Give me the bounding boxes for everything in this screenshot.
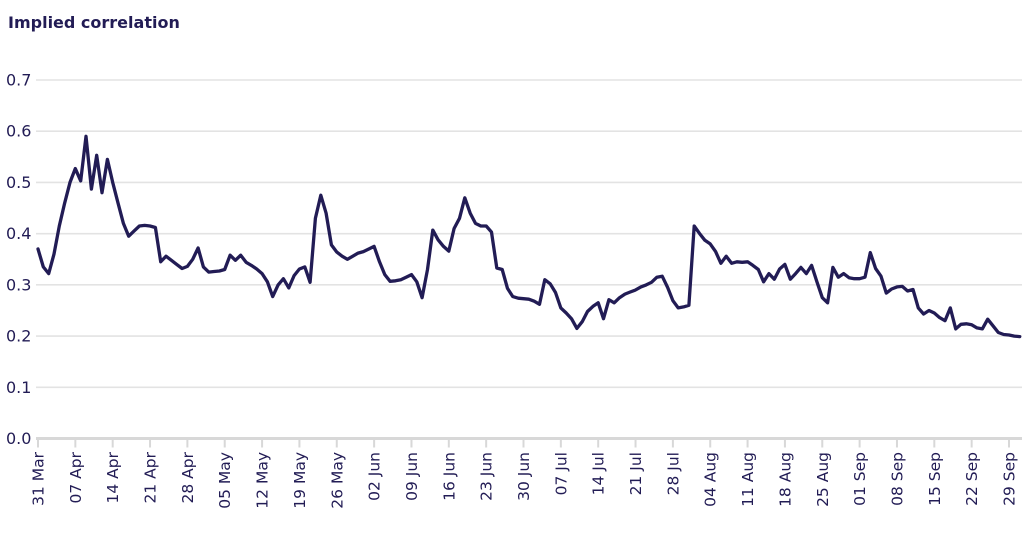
x-axis-tick-label: 04 Aug bbox=[702, 452, 720, 507]
chart-title: Implied correlation bbox=[8, 13, 180, 32]
x-axis-tick-label: 07 Apr bbox=[67, 451, 85, 503]
x-axis-tick-label: 26 May bbox=[328, 452, 346, 509]
x-axis-tick-label: 14 Apr bbox=[104, 451, 122, 503]
x-axis-tick-label: 23 Jun bbox=[478, 452, 496, 501]
x-axis-tick-label: 31 Mar bbox=[30, 451, 48, 506]
y-axis-tick-label: 0.5 bbox=[6, 173, 31, 192]
x-axis-tick-label: 05 May bbox=[216, 452, 234, 509]
x-axis-tick-label: 25 Aug bbox=[814, 452, 832, 507]
x-axis-tick-label: 22 Sep bbox=[963, 452, 981, 506]
x-axis-tick-label: 30 Jun bbox=[515, 452, 533, 501]
y-axis-tick-label: 0.4 bbox=[6, 224, 31, 243]
y-axis-tick-label: 0.1 bbox=[6, 378, 31, 397]
x-axis-tick-label: 08 Sep bbox=[888, 452, 906, 506]
y-axis-tick-label: 0.2 bbox=[6, 327, 31, 346]
x-axis-tick-label: 28 Apr bbox=[179, 451, 197, 503]
x-axis-tick-label: 11 Aug bbox=[739, 452, 757, 507]
x-axis-tick-label: 28 Jul bbox=[664, 452, 682, 495]
x-axis-tick-label: 02 Jun bbox=[366, 452, 384, 501]
y-axis-tick-label: 0.0 bbox=[6, 429, 31, 448]
x-axis-tick-label: 19 May bbox=[291, 452, 309, 509]
x-axis-tick-label: 09 Jun bbox=[403, 452, 421, 501]
x-axis-tick-label: 07 Jul bbox=[552, 452, 570, 495]
x-axis-tick-label: 18 Aug bbox=[776, 452, 794, 507]
x-axis-tick-label: 21 Jul bbox=[627, 452, 645, 495]
x-axis-tick-label: 15 Sep bbox=[926, 452, 944, 506]
y-axis-tick-label: 0.6 bbox=[6, 122, 31, 141]
implied-correlation-line bbox=[36, 134, 1022, 339]
x-axis-tick-label: 21 Apr bbox=[142, 451, 160, 503]
x-axis-tick-label: 14 Jul bbox=[590, 452, 608, 495]
x-axis-tick-label: 16 Jun bbox=[440, 452, 458, 501]
y-axis-tick-label: 0.7 bbox=[6, 71, 31, 90]
x-axis-tick-label: 29 Sep bbox=[1001, 452, 1019, 506]
x-axis-tick-label: 01 Sep bbox=[851, 452, 869, 506]
y-axis-tick-label: 0.3 bbox=[6, 275, 31, 294]
x-axis-tick-label: 12 May bbox=[254, 452, 272, 509]
